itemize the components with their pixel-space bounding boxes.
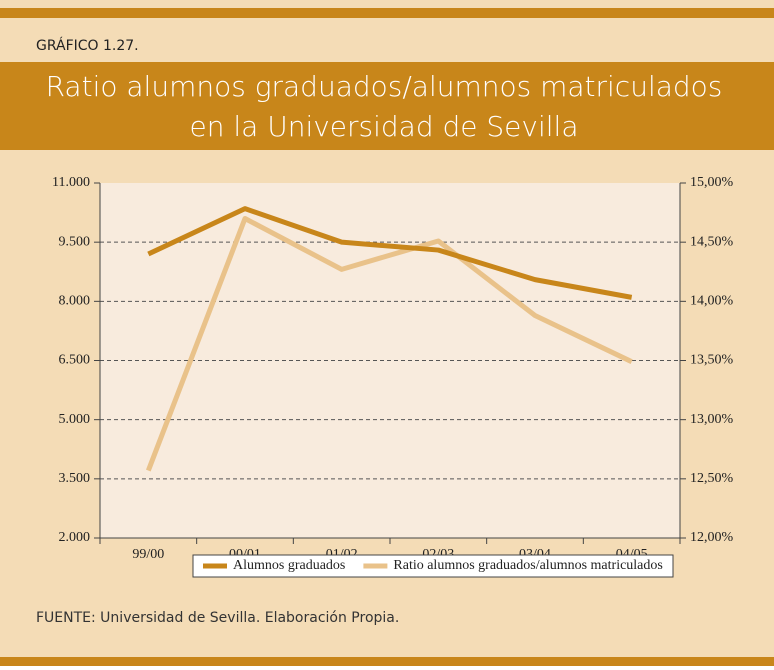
- y-tick-label: 2.000: [59, 530, 91, 545]
- chart-title: Ratio alumnos graduados/alumnos matricul…: [46, 70, 723, 103]
- chart-label: GRÁFICO 1.27.: [36, 37, 139, 54]
- x-tick-label: 99/00: [132, 547, 164, 562]
- y-tick-label: 11.000: [52, 175, 90, 190]
- line-series: [147, 206, 633, 300]
- y2-tick-label: 14,50%: [690, 234, 734, 249]
- source: FUENTE: Universidad de Sevilla. Elaborac…: [36, 610, 399, 626]
- y-tick-label: 3.500: [59, 471, 91, 486]
- title-band: [0, 62, 774, 150]
- legend-label: Ratio alumnos graduados/alumnos matricul…: [393, 558, 662, 573]
- y-tick-label: 9.500: [59, 234, 91, 249]
- legend-label: Alumnos graduados: [233, 558, 345, 573]
- top-bar: [0, 8, 774, 18]
- y2-tick-label: 12,00%: [690, 530, 734, 545]
- y2-tick-label: 14,00%: [690, 294, 734, 309]
- line-series: [145, 216, 633, 472]
- bottom-bar: [0, 657, 774, 666]
- chart-title: en la Universidad de Sevilla: [190, 110, 579, 143]
- y2-tick-label: 13,50%: [690, 353, 734, 368]
- y-tick-label: 6.500: [59, 353, 91, 368]
- y2-tick-label: 12,50%: [690, 471, 734, 486]
- y2-tick-label: 15,00%: [690, 175, 734, 190]
- y-tick-label: 8.000: [59, 294, 91, 309]
- y-tick-label: 5.000: [59, 412, 91, 427]
- legend-box: [192, 554, 674, 578]
- y2-tick-label: 13,00%: [690, 412, 734, 427]
